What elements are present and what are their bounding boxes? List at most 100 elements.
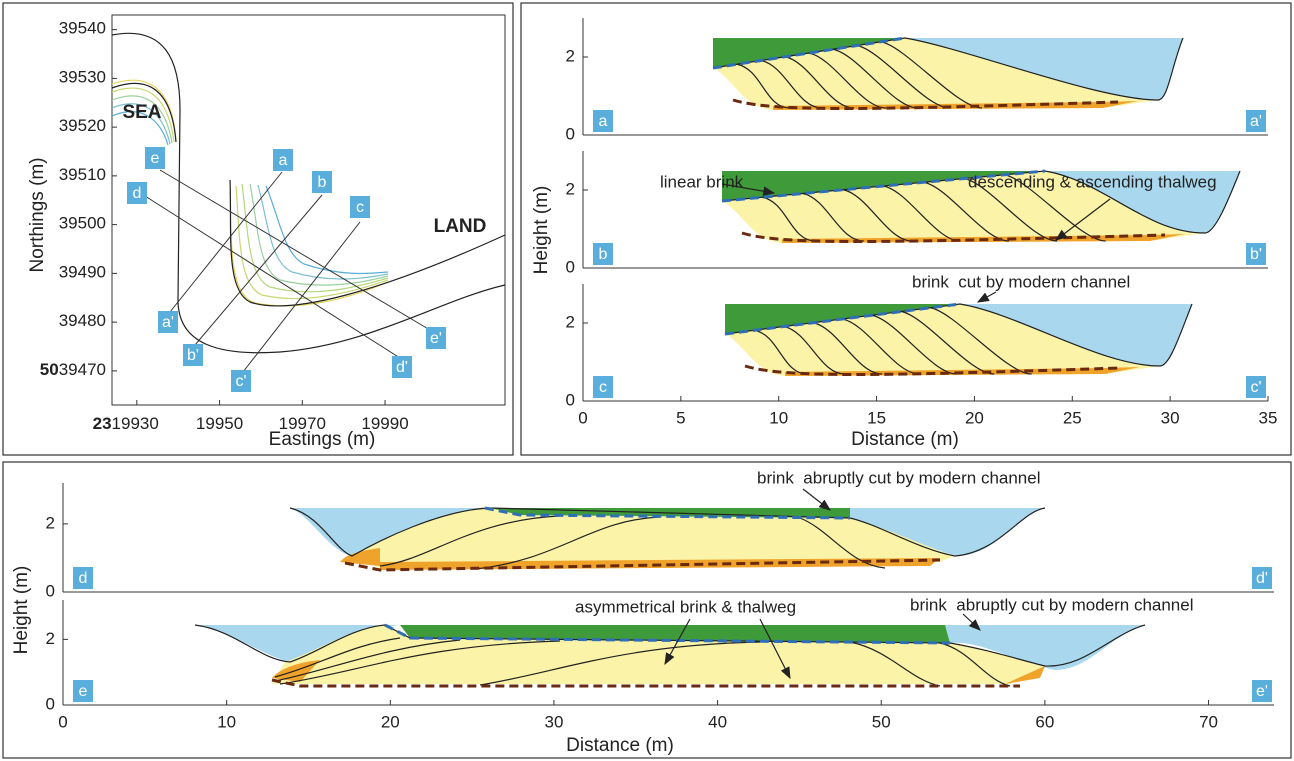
panel-frame [2, 461, 1292, 759]
y-tick-label: 39540 [59, 19, 106, 38]
annotation: brink cut by modern channel [912, 272, 1130, 291]
y-tick-label: 2 [566, 179, 575, 198]
y-tick-label: 39530 [59, 68, 106, 87]
section-shape [856, 44, 951, 109]
section-marker-label: d' [396, 359, 408, 376]
y-tick-label: 39470 [59, 360, 106, 379]
section-marker-label: e' [1256, 683, 1268, 700]
section-shape [808, 52, 887, 109]
section-marker-label: c' [235, 373, 246, 390]
section-drawing [289, 506, 1046, 572]
axis-prefix: 50 [40, 360, 59, 379]
section-marker-label: b [318, 174, 327, 191]
x-tick-label: 0 [578, 408, 587, 427]
y-tick-label: 2 [46, 629, 55, 648]
section-marker [1246, 243, 1266, 265]
annotation: linear brink [660, 172, 744, 191]
y-tick-label: 5039470 [40, 360, 106, 379]
y-tick-label: 39540 [59, 19, 106, 38]
y-axis-label: Northings (m) [27, 157, 48, 272]
section-marker-label: c' [1250, 379, 1261, 396]
section-shape [732, 98, 1119, 110]
section-marker [231, 370, 251, 392]
x-tick-label: 19990 [361, 414, 408, 433]
section-marker-label: a' [1250, 113, 1262, 130]
section-shape [744, 364, 1121, 376]
section-shape [842, 318, 920, 375]
section-shape [760, 59, 823, 109]
section-marker [593, 110, 613, 132]
section-marker [1252, 680, 1272, 702]
x-tick-label: 5 [676, 408, 685, 427]
y-axis-label: Height (m) [11, 566, 32, 655]
y-axis-label: Height (m) [531, 186, 552, 275]
section-marker-label: a [279, 152, 288, 169]
section-shape [843, 189, 913, 242]
x-tick-label: 19990 [361, 414, 408, 433]
section-marker-label: e [79, 683, 88, 700]
section-shape [930, 307, 1032, 375]
section-shape [964, 177, 1058, 242]
y-tick-label: 2 [566, 312, 575, 331]
y-tick-label: 2 [566, 46, 575, 65]
x-tick-label: 30 [544, 712, 563, 731]
x-tick-label: 35 [1259, 408, 1278, 427]
x-tick-label: 10 [217, 712, 236, 731]
section-shape [721, 169, 1046, 203]
section-marker [1246, 110, 1266, 132]
x-tick-label: 19950 [196, 414, 243, 433]
x-axis-label: Distance (m) [566, 735, 674, 756]
section-shape [784, 56, 855, 109]
y-tick-label: 39530 [59, 68, 106, 87]
section-drawing [712, 36, 1241, 376]
section-marker [273, 149, 293, 171]
section-marker-label: d [79, 570, 88, 587]
x-tick-label: 25 [1063, 408, 1082, 427]
x-tick-label: 50 [872, 712, 891, 731]
section-marker-label: c [599, 379, 607, 396]
panel-frame [2, 2, 514, 456]
section-shape [721, 170, 1241, 234]
section-marker [127, 182, 147, 204]
section-shape [712, 36, 906, 70]
y-tick-label: 39490 [59, 263, 106, 282]
section-marker [73, 680, 93, 702]
x-tick-label: 30 [1161, 408, 1180, 427]
section-marker [312, 171, 332, 193]
section-marker-label: b [599, 246, 608, 263]
section-shape [905, 38, 1183, 100]
section-marker [593, 243, 613, 265]
panel-frame [520, 2, 1292, 456]
y-tick-label: 39510 [59, 165, 106, 184]
y-tick-label: 39500 [59, 214, 106, 233]
section-marker-label: e [151, 150, 160, 167]
x-axis-label: Distance (m) [851, 429, 959, 450]
section-marker-label: d [133, 185, 142, 202]
y-tick-label: 39480 [59, 312, 106, 331]
y-tick-label: 39490 [59, 263, 106, 282]
x-tick-label: 19950 [196, 414, 243, 433]
y-tick-label: 39520 [59, 117, 106, 136]
section-marker-label: c [356, 199, 364, 216]
section-marker [158, 311, 178, 333]
section-drawing [194, 623, 1146, 688]
section-marker-label: a [599, 113, 608, 130]
y-tick-label: 0 [46, 581, 55, 600]
y-tick-label: 0 [566, 124, 575, 143]
section-shape [762, 196, 816, 242]
y-tick-label: 39480 [59, 312, 106, 331]
y-tick-label: 39520 [59, 117, 106, 136]
section-shape [724, 303, 1193, 367]
section-shape [832, 48, 919, 109]
x-tick-label: 19970 [279, 414, 326, 433]
section-shape [713, 38, 1158, 110]
section-marker [183, 344, 203, 366]
y-tick-label: 0 [46, 694, 55, 713]
x-tick-label: 60 [1035, 712, 1054, 731]
map-label: SEA [122, 102, 161, 123]
x-tick-label: 40 [708, 712, 727, 731]
annotation-arrows [664, 183, 1111, 680]
section-marker [1252, 567, 1272, 589]
axis-prefix: 23 [93, 414, 112, 433]
